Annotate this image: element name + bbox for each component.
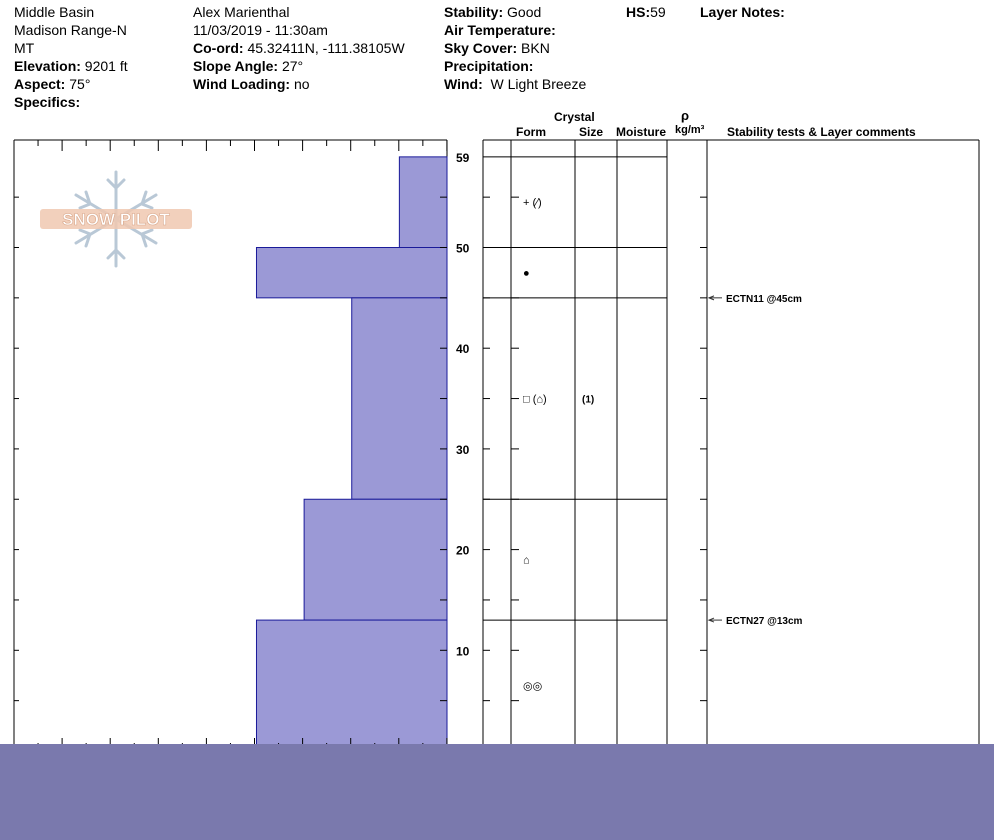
logo-text: SNOW PILOT bbox=[62, 210, 170, 229]
stability-test-label-1: ECTN27 @13cm bbox=[726, 616, 803, 627]
elevation-value: 9201 ft bbox=[84, 58, 128, 74]
stability-arrow-head-0 bbox=[707, 295, 715, 301]
crystal-form-1: ● bbox=[523, 268, 530, 280]
wind-value: W Light Breeze bbox=[490, 76, 587, 92]
density-unit: kg/m³ bbox=[675, 124, 705, 136]
layer-table: + (⁄) ● □ (⌂) (1) ⌂ ◎◎ ECTN11 @45cm ECTN27 @13c… bbox=[482, 139, 980, 751]
crystal-form-0: + (⁄) bbox=[523, 197, 542, 209]
crystal-form-2: □ (⌂) bbox=[523, 394, 547, 406]
hardness-bar-1 bbox=[255, 247, 448, 299]
form-heading: Form bbox=[516, 125, 546, 139]
coord-row: Co-ord: 45.32411N, -111.38105W bbox=[193, 40, 405, 56]
range-name: Madison Range-N bbox=[14, 22, 127, 38]
height-label-20: 20 bbox=[456, 544, 470, 558]
layer-notes-label: Layer Notes: bbox=[700, 4, 785, 20]
observation-datetime: 11/03/2019 - 11:30am bbox=[193, 22, 328, 38]
stability-test-label-0: ECTN11 @45cm bbox=[726, 294, 802, 305]
hardness-bar-4 bbox=[255, 619, 448, 752]
wind-row: Wind: W Light Breeze bbox=[444, 76, 587, 92]
elevation-row: Elevation: 9201 ft bbox=[14, 58, 128, 74]
stability-value: Good bbox=[507, 4, 542, 20]
sky-value: BKN bbox=[521, 40, 550, 56]
hardness-bar-3 bbox=[303, 498, 448, 621]
coord-value: 45.32411N, -111.38105W bbox=[247, 40, 405, 56]
hs-row: HS:59 bbox=[626, 4, 666, 20]
location-name: Middle Basin bbox=[14, 4, 95, 20]
slope-row: Slope Angle: 27° bbox=[193, 58, 304, 74]
aspect-value: 75° bbox=[69, 76, 91, 92]
stability-row: Stability: Good bbox=[444, 4, 542, 20]
wind-loading-value: no bbox=[293, 76, 310, 92]
air-temp-row: Air Temperature: bbox=[444, 22, 556, 38]
crystal-form-4: ◎◎ bbox=[523, 681, 542, 693]
sky-row: Sky Cover: BKN bbox=[444, 40, 550, 56]
hs-value: 59 bbox=[650, 4, 666, 20]
header-col-1: Middle Basin Madison Range-N MT Elevatio… bbox=[14, 3, 128, 111]
height-label-59: 59 bbox=[456, 151, 470, 165]
slope-value: 27° bbox=[281, 58, 304, 74]
hardness-bar-0 bbox=[398, 156, 448, 248]
density-symbol: ρ bbox=[681, 108, 690, 123]
height-label-40: 40 bbox=[456, 342, 470, 356]
precip-row: Precipitation: bbox=[444, 58, 534, 74]
header-col-2: Alex Marienthal 11/03/2019 - 11:30am Co-… bbox=[193, 3, 405, 93]
observer-name: Alex Marienthal bbox=[193, 4, 290, 20]
height-label-30: 30 bbox=[456, 443, 470, 457]
height-label-10: 10 bbox=[456, 644, 470, 658]
snowpilot-logo: SNOW PILOT bbox=[40, 170, 192, 268]
hardness-graph: 59 50 40 30 20 10 bbox=[13, 139, 470, 752]
crystal-size-2: (1) bbox=[582, 395, 594, 406]
size-heading: Size bbox=[579, 125, 604, 139]
specifics-row: Specifics: bbox=[14, 94, 81, 110]
header-col-3: Stability: Good Air Temperature: Sky Cov… bbox=[444, 3, 586, 93]
height-label-50: 50 bbox=[456, 242, 470, 256]
aspect-row: Aspect: 75° bbox=[14, 76, 91, 92]
bottom-panel bbox=[0, 744, 994, 840]
hardness-bar-2 bbox=[351, 297, 448, 500]
crystal-heading: Crystal bbox=[554, 110, 595, 124]
state-name: MT bbox=[14, 40, 35, 56]
stability-arrow-head-1 bbox=[707, 617, 715, 623]
crystal-form-3: ⌂ bbox=[523, 555, 530, 567]
stability-comments-heading: Stability tests & Layer comments bbox=[727, 125, 916, 139]
wind-loading-row: Wind Loading: no bbox=[193, 76, 310, 92]
moisture-heading: Moisture bbox=[616, 125, 667, 139]
